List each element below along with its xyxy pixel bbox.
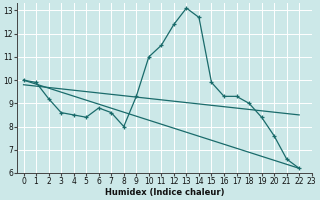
X-axis label: Humidex (Indice chaleur): Humidex (Indice chaleur): [105, 188, 224, 197]
